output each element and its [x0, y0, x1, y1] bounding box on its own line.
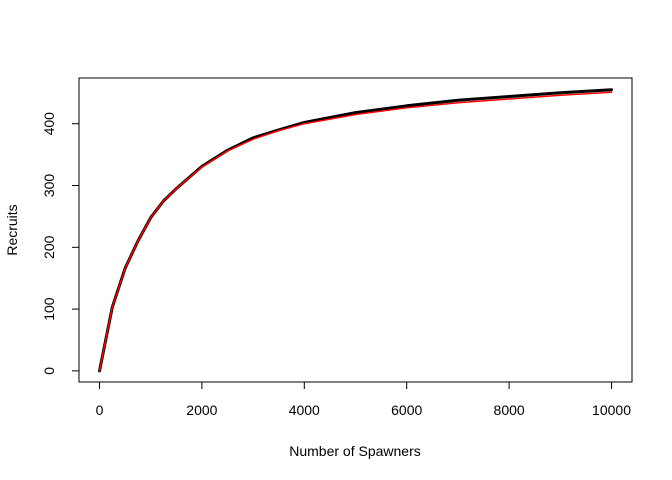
series-line-0 — [98, 88, 613, 373]
x-tick-label: 0 — [96, 402, 104, 418]
y-axis-title: Recruits — [4, 204, 20, 255]
x-tick-label: 4000 — [289, 402, 320, 418]
y-tick-label: 300 — [41, 174, 57, 198]
x-tick-label: 10000 — [592, 402, 631, 418]
x-axis-title: Number of Spawners — [289, 443, 421, 459]
x-tick-label: 8000 — [494, 402, 525, 418]
x-tick-label: 2000 — [186, 402, 217, 418]
y-tick-label: 100 — [41, 297, 57, 321]
y-tick-label: 200 — [41, 235, 57, 259]
x-axis: 0 2000 4000 6000 8000 10000 — [96, 381, 631, 418]
y-tick-label: 0 — [41, 367, 57, 375]
series-line-1 — [98, 91, 613, 372]
x-tick-label: 6000 — [391, 402, 422, 418]
series-layer — [98, 88, 613, 373]
y-axis: 0 100 200 300 400 — [41, 112, 80, 375]
y-tick-label: 400 — [41, 112, 57, 136]
plot-frame — [78, 77, 633, 383]
